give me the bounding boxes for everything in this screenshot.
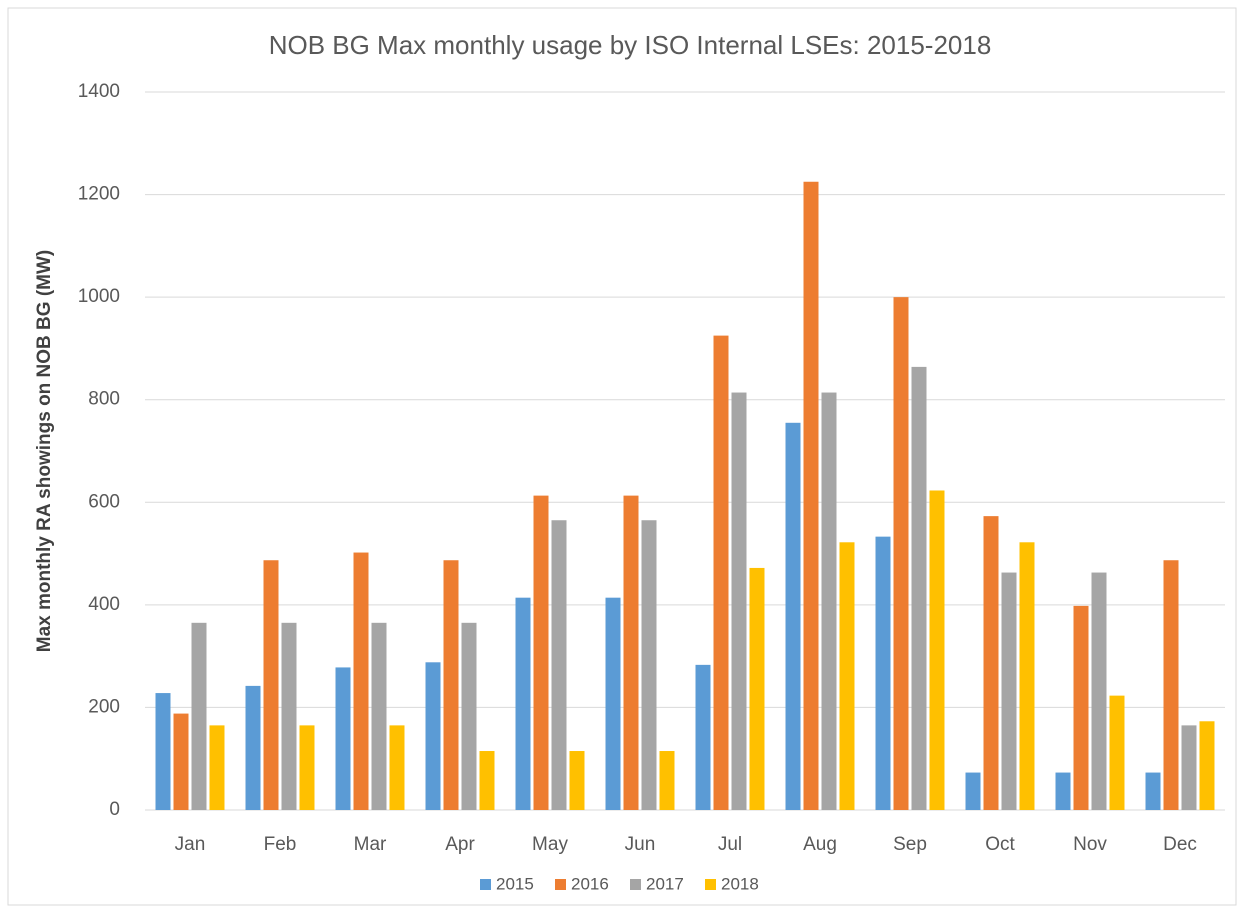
- y-tick-label: 1400: [78, 81, 120, 102]
- bar: [1073, 605, 1089, 810]
- bar: [353, 552, 369, 810]
- bar: [191, 622, 207, 810]
- bar: [803, 181, 819, 810]
- bar: [965, 772, 981, 810]
- bar: [1181, 725, 1197, 810]
- bar: [209, 725, 225, 810]
- bar: [389, 725, 405, 810]
- bar: [1163, 560, 1179, 810]
- bar: [1055, 772, 1071, 810]
- bar: [929, 490, 945, 810]
- x-tick-label: Feb: [264, 834, 297, 855]
- bar: [839, 542, 855, 810]
- x-tick-label: Dec: [1163, 834, 1197, 855]
- bar: [659, 751, 675, 810]
- x-tick-label: May: [532, 834, 568, 855]
- bar: [749, 567, 765, 810]
- y-tick-label: 200: [88, 696, 120, 717]
- legend-label: 2018: [721, 874, 759, 893]
- y-tick-label: 1000: [78, 286, 120, 307]
- legend-label: 2015: [496, 874, 534, 893]
- y-tick-label: 800: [88, 389, 120, 410]
- bar: [281, 622, 297, 810]
- bar: [425, 662, 441, 810]
- x-tick-label: Apr: [445, 834, 475, 855]
- bar: [569, 751, 585, 810]
- x-tick-label: Oct: [985, 834, 1015, 855]
- bar: [1019, 542, 1035, 810]
- bar: [1001, 572, 1017, 810]
- x-tick-label: Sep: [893, 834, 927, 855]
- x-tick-label: Jan: [175, 834, 206, 855]
- x-tick-label: Jun: [625, 834, 656, 855]
- bar: [551, 520, 567, 810]
- bar: [155, 693, 171, 810]
- bar: [713, 335, 729, 810]
- bar: [1145, 772, 1161, 810]
- legend-label: 2017: [646, 874, 684, 893]
- bar: [911, 366, 927, 810]
- bar: [515, 597, 531, 810]
- bar: [731, 392, 747, 810]
- legend-swatch: [705, 879, 716, 890]
- bar: [299, 725, 315, 810]
- bar: [785, 422, 801, 810]
- legend-swatch: [480, 879, 491, 890]
- bar: [1109, 695, 1125, 810]
- bar: [893, 297, 909, 811]
- y-tick-label: 1200: [78, 184, 120, 205]
- bar: [371, 622, 387, 810]
- bar: [479, 751, 495, 810]
- bar: [461, 622, 477, 810]
- x-tick-label: Nov: [1073, 834, 1107, 855]
- bar: [1199, 721, 1215, 810]
- legend-swatch: [555, 879, 566, 890]
- bar: [695, 664, 711, 810]
- bar: [1091, 572, 1107, 810]
- bar: [623, 495, 639, 810]
- y-tick-label: 0: [109, 799, 120, 820]
- bar: [533, 495, 549, 810]
- chart-title: NOB BG Max monthly usage by ISO Internal…: [269, 30, 992, 60]
- bar: [605, 597, 621, 810]
- y-tick-label: 600: [88, 491, 120, 512]
- y-tick-label: 400: [88, 594, 120, 615]
- x-tick-label: Mar: [354, 834, 387, 855]
- bar: [443, 560, 459, 810]
- x-tick-label: Aug: [803, 834, 837, 855]
- legend-label: 2016: [571, 874, 609, 893]
- legend-swatch: [630, 879, 641, 890]
- x-tick-label: Jul: [718, 834, 742, 855]
- bar: [641, 520, 657, 810]
- bar: [335, 667, 351, 810]
- bar: [983, 516, 999, 810]
- bar: [821, 392, 837, 810]
- y-axis-label: Max monthly RA showings on NOB BG (MW): [34, 250, 55, 653]
- bar: [263, 560, 279, 810]
- bar: [245, 685, 261, 810]
- bar: [875, 536, 891, 810]
- bar: [173, 713, 189, 810]
